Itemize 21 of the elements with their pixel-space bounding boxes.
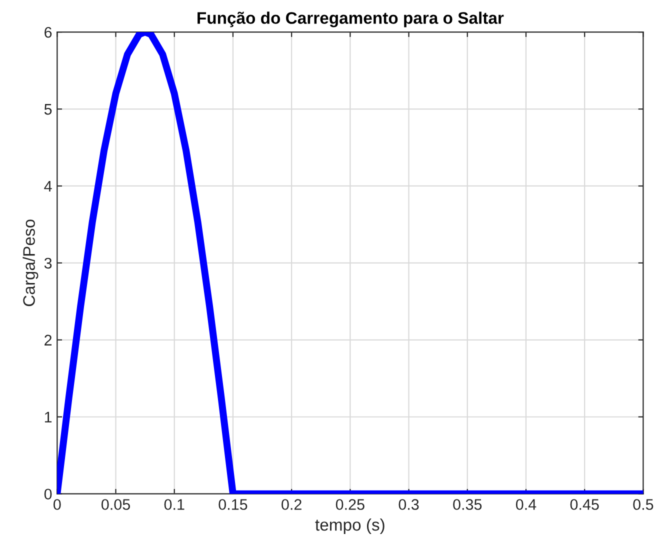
x-tick-label: 0.15 [218, 499, 248, 510]
y-tick-label: 6 [44, 26, 52, 38]
x-axis-title: tempo (s) [315, 518, 384, 534]
x-tick-label: 0.2 [282, 499, 302, 510]
chart-title: Função do Carregamento para o Saltar [198, 12, 504, 28]
x-tick-label: 0.4 [516, 499, 536, 510]
x-tick-label: 0.05 [101, 499, 130, 510]
x-tick-label: 0 [54, 499, 61, 510]
y-tick-label: 0 [44, 488, 52, 500]
y-tick-label: 4 [44, 181, 52, 192]
x-tick-label: 0.3 [398, 499, 419, 510]
x-tick-label: 0.35 [453, 499, 482, 510]
x-tick-label: 0.25 [336, 499, 364, 510]
x-tick-label: 0.1 [164, 499, 184, 510]
y-tick-label: 2 [44, 334, 52, 346]
x-tick-label: 0.5 [633, 499, 654, 510]
y-tick-label: 5 [44, 104, 52, 115]
y-tick-label: 1 [44, 412, 52, 422]
y-tick-label: 3 [44, 258, 52, 269]
x-tick-label: 0.45 [570, 499, 599, 510]
y-axis-title: Carga/Peso [22, 220, 38, 306]
